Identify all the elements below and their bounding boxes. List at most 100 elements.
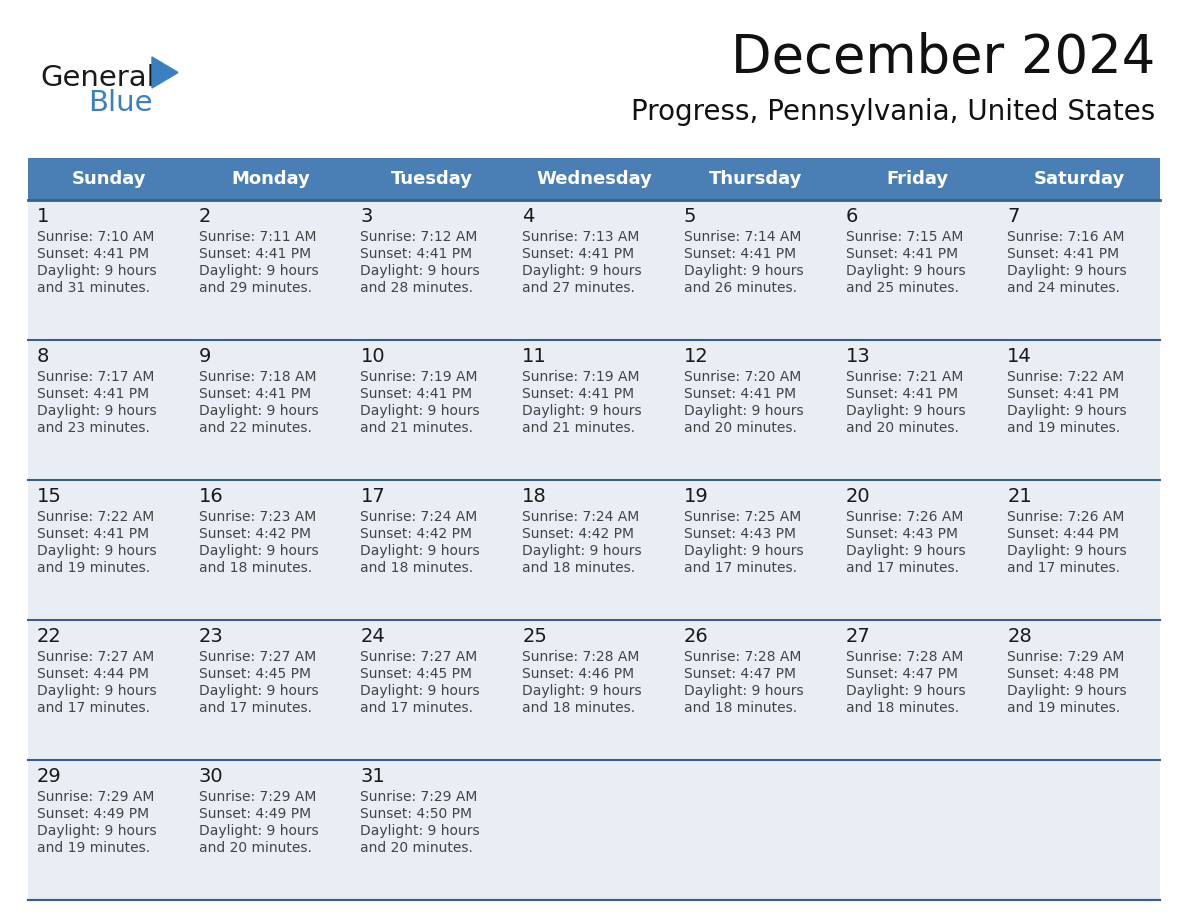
Text: 8: 8 bbox=[37, 346, 50, 365]
Text: Sunset: 4:41 PM: Sunset: 4:41 PM bbox=[360, 387, 473, 401]
Text: Daylight: 9 hours: Daylight: 9 hours bbox=[1007, 264, 1127, 278]
Text: Sunset: 4:41 PM: Sunset: 4:41 PM bbox=[37, 387, 150, 401]
Text: Wednesday: Wednesday bbox=[536, 170, 652, 188]
Text: Daylight: 9 hours: Daylight: 9 hours bbox=[1007, 544, 1127, 558]
Text: Sunday: Sunday bbox=[71, 170, 146, 188]
Text: Sunrise: 7:29 AM: Sunrise: 7:29 AM bbox=[198, 790, 316, 804]
Text: and 31 minutes.: and 31 minutes. bbox=[37, 281, 150, 295]
Text: Sunset: 4:46 PM: Sunset: 4:46 PM bbox=[523, 667, 634, 681]
Text: 16: 16 bbox=[198, 487, 223, 506]
Text: 20: 20 bbox=[846, 487, 870, 506]
Text: Sunrise: 7:12 AM: Sunrise: 7:12 AM bbox=[360, 230, 478, 244]
Text: Daylight: 9 hours: Daylight: 9 hours bbox=[360, 824, 480, 838]
Text: Daylight: 9 hours: Daylight: 9 hours bbox=[684, 544, 803, 558]
Text: Sunset: 4:41 PM: Sunset: 4:41 PM bbox=[523, 247, 634, 261]
Text: and 19 minutes.: and 19 minutes. bbox=[1007, 421, 1120, 435]
Text: Daylight: 9 hours: Daylight: 9 hours bbox=[684, 404, 803, 418]
Text: and 18 minutes.: and 18 minutes. bbox=[523, 561, 636, 575]
Text: Sunset: 4:41 PM: Sunset: 4:41 PM bbox=[198, 247, 311, 261]
Text: Daylight: 9 hours: Daylight: 9 hours bbox=[523, 264, 642, 278]
Text: Sunrise: 7:25 AM: Sunrise: 7:25 AM bbox=[684, 510, 801, 524]
Text: Daylight: 9 hours: Daylight: 9 hours bbox=[846, 684, 965, 698]
Text: Daylight: 9 hours: Daylight: 9 hours bbox=[198, 824, 318, 838]
Text: 24: 24 bbox=[360, 626, 385, 645]
Text: General: General bbox=[40, 64, 154, 92]
Bar bbox=[29, 200, 1159, 900]
Text: Daylight: 9 hours: Daylight: 9 hours bbox=[846, 404, 965, 418]
Text: and 20 minutes.: and 20 minutes. bbox=[198, 841, 311, 855]
Text: and 18 minutes.: and 18 minutes. bbox=[523, 701, 636, 715]
Text: Sunrise: 7:26 AM: Sunrise: 7:26 AM bbox=[1007, 510, 1125, 524]
Text: 10: 10 bbox=[360, 346, 385, 365]
Text: Sunrise: 7:13 AM: Sunrise: 7:13 AM bbox=[523, 230, 639, 244]
Text: Sunset: 4:42 PM: Sunset: 4:42 PM bbox=[523, 527, 634, 541]
Text: Sunset: 4:41 PM: Sunset: 4:41 PM bbox=[37, 527, 150, 541]
Text: and 18 minutes.: and 18 minutes. bbox=[198, 561, 311, 575]
Text: Sunset: 4:41 PM: Sunset: 4:41 PM bbox=[360, 247, 473, 261]
Text: Sunset: 4:47 PM: Sunset: 4:47 PM bbox=[684, 667, 796, 681]
Text: and 17 minutes.: and 17 minutes. bbox=[198, 701, 311, 715]
Text: 28: 28 bbox=[1007, 626, 1032, 645]
Text: Sunrise: 7:21 AM: Sunrise: 7:21 AM bbox=[846, 370, 963, 384]
Text: Daylight: 9 hours: Daylight: 9 hours bbox=[684, 264, 803, 278]
Text: Sunset: 4:41 PM: Sunset: 4:41 PM bbox=[684, 247, 796, 261]
Text: and 26 minutes.: and 26 minutes. bbox=[684, 281, 797, 295]
Text: 14: 14 bbox=[1007, 346, 1032, 365]
Text: and 20 minutes.: and 20 minutes. bbox=[360, 841, 473, 855]
Text: and 20 minutes.: and 20 minutes. bbox=[684, 421, 797, 435]
Text: Sunrise: 7:18 AM: Sunrise: 7:18 AM bbox=[198, 370, 316, 384]
Text: and 21 minutes.: and 21 minutes. bbox=[523, 421, 636, 435]
Text: Sunrise: 7:27 AM: Sunrise: 7:27 AM bbox=[360, 650, 478, 664]
Text: Sunset: 4:44 PM: Sunset: 4:44 PM bbox=[37, 667, 148, 681]
Text: Monday: Monday bbox=[232, 170, 310, 188]
Text: Sunset: 4:41 PM: Sunset: 4:41 PM bbox=[37, 247, 150, 261]
Text: and 29 minutes.: and 29 minutes. bbox=[198, 281, 311, 295]
Text: and 17 minutes.: and 17 minutes. bbox=[684, 561, 797, 575]
Text: and 17 minutes.: and 17 minutes. bbox=[360, 701, 474, 715]
Text: 22: 22 bbox=[37, 626, 62, 645]
Text: Progress, Pennsylvania, United States: Progress, Pennsylvania, United States bbox=[631, 98, 1155, 126]
Text: Sunrise: 7:29 AM: Sunrise: 7:29 AM bbox=[37, 790, 154, 804]
Polygon shape bbox=[152, 57, 178, 88]
Text: Friday: Friday bbox=[886, 170, 948, 188]
Text: and 28 minutes.: and 28 minutes. bbox=[360, 281, 474, 295]
Text: 6: 6 bbox=[846, 207, 858, 226]
Text: and 18 minutes.: and 18 minutes. bbox=[360, 561, 474, 575]
Text: Sunrise: 7:15 AM: Sunrise: 7:15 AM bbox=[846, 230, 963, 244]
Text: Blue: Blue bbox=[88, 89, 152, 117]
Text: 25: 25 bbox=[523, 626, 546, 645]
Text: Sunset: 4:44 PM: Sunset: 4:44 PM bbox=[1007, 527, 1119, 541]
Text: and 19 minutes.: and 19 minutes. bbox=[37, 841, 150, 855]
Text: Sunrise: 7:17 AM: Sunrise: 7:17 AM bbox=[37, 370, 154, 384]
Text: Sunset: 4:47 PM: Sunset: 4:47 PM bbox=[846, 667, 958, 681]
Text: 5: 5 bbox=[684, 207, 696, 226]
Text: 19: 19 bbox=[684, 487, 708, 506]
Text: 13: 13 bbox=[846, 346, 871, 365]
Text: 4: 4 bbox=[523, 207, 535, 226]
Text: and 17 minutes.: and 17 minutes. bbox=[1007, 561, 1120, 575]
Text: Saturday: Saturday bbox=[1034, 170, 1125, 188]
Text: and 17 minutes.: and 17 minutes. bbox=[846, 561, 959, 575]
Text: 26: 26 bbox=[684, 626, 708, 645]
Text: 17: 17 bbox=[360, 487, 385, 506]
Text: 18: 18 bbox=[523, 487, 546, 506]
Text: Sunrise: 7:19 AM: Sunrise: 7:19 AM bbox=[523, 370, 639, 384]
Text: Sunset: 4:42 PM: Sunset: 4:42 PM bbox=[360, 527, 473, 541]
Text: 30: 30 bbox=[198, 767, 223, 786]
Text: Sunset: 4:41 PM: Sunset: 4:41 PM bbox=[846, 387, 958, 401]
Text: Tuesday: Tuesday bbox=[391, 170, 473, 188]
Text: 29: 29 bbox=[37, 767, 62, 786]
Text: Sunrise: 7:24 AM: Sunrise: 7:24 AM bbox=[523, 510, 639, 524]
Text: Sunrise: 7:22 AM: Sunrise: 7:22 AM bbox=[37, 510, 154, 524]
Text: and 22 minutes.: and 22 minutes. bbox=[198, 421, 311, 435]
Text: and 19 minutes.: and 19 minutes. bbox=[37, 561, 150, 575]
Text: Sunrise: 7:16 AM: Sunrise: 7:16 AM bbox=[1007, 230, 1125, 244]
Text: Daylight: 9 hours: Daylight: 9 hours bbox=[846, 264, 965, 278]
Text: Sunrise: 7:26 AM: Sunrise: 7:26 AM bbox=[846, 510, 963, 524]
Text: and 24 minutes.: and 24 minutes. bbox=[1007, 281, 1120, 295]
Text: Sunrise: 7:28 AM: Sunrise: 7:28 AM bbox=[684, 650, 801, 664]
Text: Daylight: 9 hours: Daylight: 9 hours bbox=[198, 684, 318, 698]
Text: 31: 31 bbox=[360, 767, 385, 786]
Text: and 17 minutes.: and 17 minutes. bbox=[37, 701, 150, 715]
Text: Sunrise: 7:11 AM: Sunrise: 7:11 AM bbox=[198, 230, 316, 244]
